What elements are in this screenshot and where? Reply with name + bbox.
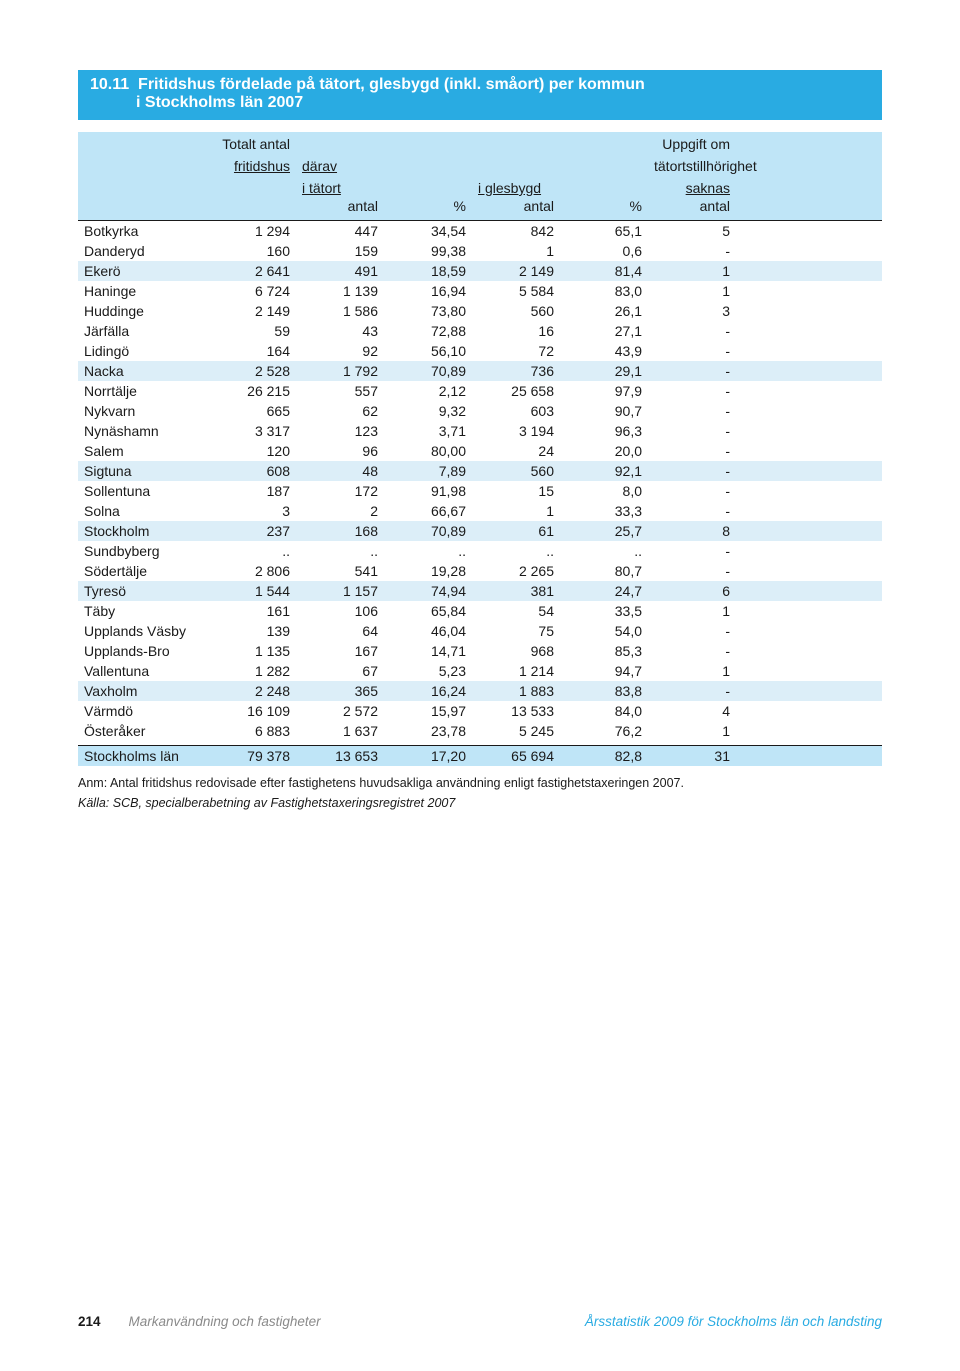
table-row: Värmdö16 1092 57215,9713 53384,04 xyxy=(78,701,882,721)
table-row: Danderyd16015999,3810,6- xyxy=(78,241,882,261)
table-row: Stockholm23716870,896125,78 xyxy=(78,521,882,541)
header-row-2: fritidshus därav tätortstillhörighet xyxy=(78,154,882,176)
hdr-fritidshus: fritidshus xyxy=(234,158,290,174)
hdr-pct-2: % xyxy=(560,198,648,221)
page: 10.11 Fritidshus fördelade på tätort, gl… xyxy=(0,0,960,1371)
hdr-tatortstillhorighet: tätortstillhörighet xyxy=(648,154,736,176)
table-row: Sollentuna18717291,98158,0- xyxy=(78,481,882,501)
table-row: Täby16110665,845433,51 xyxy=(78,601,882,621)
hdr-i-glesbygd: i glesbygd xyxy=(478,180,541,196)
title-line2: i Stockholms län 2007 xyxy=(90,94,870,112)
table-row: Järfälla594372,881627,1- xyxy=(78,321,882,341)
header-row-4: antal % antal % antal xyxy=(78,198,882,221)
table-row: Sundbyberg..........- xyxy=(78,541,882,561)
table-row: Lidingö1649256,107243,9- xyxy=(78,341,882,361)
hdr-antal-3: antal xyxy=(648,198,736,221)
table-row: Haninge6 7241 13916,945 58483,01 xyxy=(78,281,882,301)
table-row: Södertälje2 80654119,282 26580,7- xyxy=(78,561,882,581)
hdr-uppgift-om: Uppgift om xyxy=(648,132,736,154)
table-row: Norrtälje26 2155572,1225 65897,9- xyxy=(78,381,882,401)
title-line1: Fritidshus fördelade på tätort, glesbygd… xyxy=(138,76,645,93)
footer-publication: Årsstatistik 2009 för Stockholms län och… xyxy=(585,1314,882,1329)
hdr-antal-1: antal xyxy=(296,198,384,221)
table-row: Salem1209680,002420,0- xyxy=(78,441,882,461)
header-row-1: Totalt antal Uppgift om xyxy=(78,132,882,154)
table-title-bar: 10.11 Fritidshus fördelade på tätort, gl… xyxy=(78,70,882,120)
page-number: 214 xyxy=(78,1314,101,1329)
table-row: Nacka2 5281 79270,8973629,1- xyxy=(78,361,882,381)
header-row-3: i tätort i glesbygd saknas xyxy=(78,176,882,198)
page-footer: 214 Markanvändning och fastigheter Årsst… xyxy=(78,1314,882,1329)
hdr-antal-2: antal xyxy=(472,198,560,221)
table-row: Vallentuna1 282675,231 21494,71 xyxy=(78,661,882,681)
table-row: Tyresö1 5441 15774,9438124,76 xyxy=(78,581,882,601)
hdr-saknas: saknas xyxy=(686,180,730,196)
table-row: Sigtuna608487,8956092,1- xyxy=(78,461,882,481)
footer-section: Markanvändning och fastigheter xyxy=(129,1314,321,1329)
table-row: Huddinge2 1491 58673,8056026,13 xyxy=(78,301,882,321)
table-row: Solna3266,67133,3- xyxy=(78,501,882,521)
table-row: Nynäshamn3 3171233,713 19496,3- xyxy=(78,421,882,441)
table-row: Upplands Väsby1396446,047554,0- xyxy=(78,621,882,641)
hdr-darav: därav xyxy=(302,158,337,174)
table-row: Ekerö2 64149118,592 14981,41 xyxy=(78,261,882,281)
table-row: Nykvarn665629,3260390,7- xyxy=(78,401,882,421)
table-row: Upplands-Bro1 13516714,7196885,3- xyxy=(78,641,882,661)
table-row: Vaxholm2 24836516,241 88383,8- xyxy=(78,681,882,701)
hdr-i-tatort: i tätort xyxy=(302,180,341,196)
table-row: Österåker6 8831 63723,785 24576,21 xyxy=(78,721,882,741)
hdr-pct-1: % xyxy=(384,198,472,221)
table-row: Botkyrka1 29444734,5484265,15 xyxy=(78,221,882,242)
title-number: 10.11 xyxy=(90,76,129,93)
hdr-totalt-antal: Totalt antal xyxy=(208,132,296,154)
data-table: Totalt antal Uppgift om fritidshus därav… xyxy=(78,132,882,766)
table-row: Stockholms län79 37813 65317,2065 69482,… xyxy=(78,746,882,767)
table-note: Anm: Antal fritidshus redovisade efter f… xyxy=(78,776,882,790)
table-source: Källa: SCB, specialberabetning av Fastig… xyxy=(78,796,882,810)
